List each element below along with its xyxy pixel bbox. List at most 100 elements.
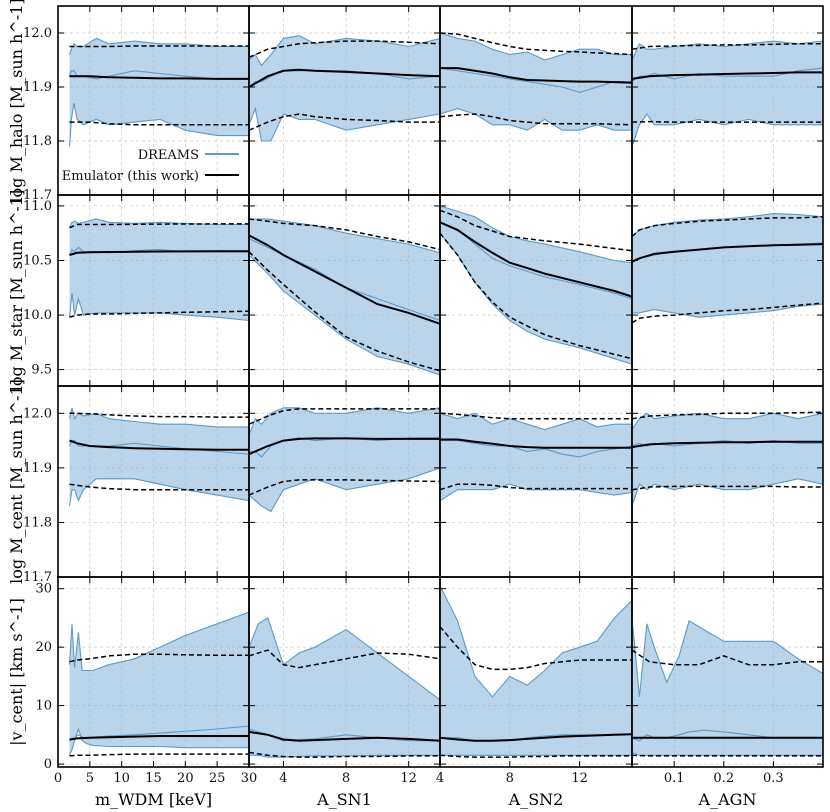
panel-plot-area	[632, 386, 823, 577]
panel-plot-area	[440, 386, 632, 577]
panel-plot-area	[440, 195, 632, 386]
panel-r0-c2	[439, 5, 633, 196]
x-tick-label: 4	[279, 771, 287, 786]
dreams-upper-line	[440, 32, 632, 61]
dreams-band	[440, 413, 632, 501]
dreams-upper-line	[249, 617, 440, 701]
y-axis-label: log M_halo [M_sun h^-1]	[7, 0, 26, 203]
emulator-upper-line	[249, 649, 440, 669]
panel-r3-c1	[248, 576, 441, 768]
dreams-band	[249, 407, 440, 512]
panel-frame	[631, 576, 824, 768]
dreams-upper-line	[440, 585, 632, 698]
x-axis-label: A_SN1	[316, 790, 372, 809]
y-tick-label: 11.7	[23, 188, 52, 203]
dreams-upper-line	[249, 407, 440, 436]
panel-plot-area	[440, 577, 632, 767]
x-tick-label: 10	[113, 771, 130, 786]
x-tick-label: 0.1	[664, 771, 685, 786]
emulator-lower-line	[440, 483, 632, 491]
emulator-upper-line	[249, 218, 440, 251]
dreams-lower-line	[68, 293, 249, 322]
x-tick-label: 12	[400, 771, 417, 786]
x-tick-label: 0	[54, 771, 62, 786]
y-tick-label: 10.0	[23, 308, 52, 323]
emulator-upper-line	[440, 32, 632, 56]
panel-plot-area	[632, 6, 823, 195]
y-tick-label: 11.9	[23, 461, 52, 476]
emulator-upper-line	[440, 626, 632, 671]
dreams-lower-line	[68, 103, 249, 147]
x-tick-label: 8	[342, 771, 350, 786]
panel-plot-area	[632, 195, 823, 386]
dreams-lower-line	[440, 108, 632, 131]
emulator-lower-line	[632, 754, 823, 757]
emulator-upper-line	[69, 45, 249, 48]
dreams-lower-line	[68, 727, 249, 756]
dreams-upper-line	[632, 617, 823, 697]
dreams-lower-line	[249, 467, 440, 513]
dreams-lower-line	[632, 113, 823, 147]
panel-r3-c3	[631, 576, 824, 768]
legend-label-emulator: Emulator (this work)	[62, 169, 199, 184]
x-tick-label: 15	[145, 771, 162, 786]
panels-layer	[57, 5, 824, 768]
y-tick-label: 30	[35, 582, 52, 597]
x-tick-label: 8	[506, 771, 514, 786]
emulator-lower-line	[69, 310, 249, 318]
emulator-mean-line	[632, 440, 823, 449]
dreams-upper-line	[68, 611, 249, 672]
x-tick-label: 12	[571, 771, 588, 786]
emulator-mean-line	[440, 733, 632, 742]
emulator-lower-line	[249, 479, 440, 496]
panel-r1-c3	[631, 194, 824, 387]
x-tick-label: 4	[436, 771, 444, 786]
panel-r2-c3	[631, 385, 824, 578]
dreams-upper-line	[440, 205, 632, 264]
emulator-mean-line	[249, 234, 440, 325]
emulator-mean-line	[632, 71, 823, 80]
dreams-band	[632, 413, 823, 507]
emulator-lower-line	[69, 483, 249, 491]
dreams-band	[632, 41, 823, 147]
dreams-upper-line	[68, 407, 249, 428]
dreams-band	[249, 617, 440, 758]
emulator-lower-line	[69, 753, 249, 757]
emulator-lower-line	[440, 232, 632, 360]
x-tick-label: 20	[177, 771, 194, 786]
emulator-mean-line	[632, 243, 823, 263]
dreams-band	[632, 213, 823, 318]
emulator-mean-line	[249, 437, 440, 456]
panel-plot-area	[58, 577, 249, 767]
y-tick-label: 12.0	[23, 406, 52, 421]
emulator-upper-line	[632, 43, 823, 50]
emulator-lower-line	[440, 754, 632, 758]
dreams-lower-line	[249, 754, 440, 758]
dreams-band	[69, 219, 249, 321]
dreams-upper-line	[632, 412, 823, 431]
panel-r3-c0	[57, 576, 250, 768]
emulator-mean-line	[249, 730, 440, 742]
y-tick-label: 10.5	[23, 253, 52, 268]
panel-r1-c2	[439, 194, 633, 387]
x-tick-label: 25	[209, 771, 226, 786]
emulator-lower-line	[69, 121, 249, 126]
emulator-mean-line	[440, 67, 632, 84]
dreams-upper-line	[249, 35, 440, 67]
dreams-lower-line	[68, 478, 249, 507]
x-tick-label: 0.2	[713, 771, 734, 786]
panel-r2-c2	[439, 385, 633, 578]
dreams-upper-line	[440, 412, 632, 431]
dreams-upper-line	[249, 218, 440, 254]
emulator-mean-line	[69, 735, 249, 741]
x-tick-label: 5	[86, 771, 94, 786]
panel-r0-c3	[631, 5, 824, 196]
y-tick-label: 11.8	[23, 134, 52, 149]
emulator-lower-line	[632, 485, 823, 491]
panel-plot-area	[440, 6, 632, 195]
panel-r2-c1	[248, 385, 441, 578]
emulator-upper-line	[69, 412, 249, 418]
panel-plot-area	[632, 577, 823, 767]
emulator-lower-line	[249, 751, 440, 758]
